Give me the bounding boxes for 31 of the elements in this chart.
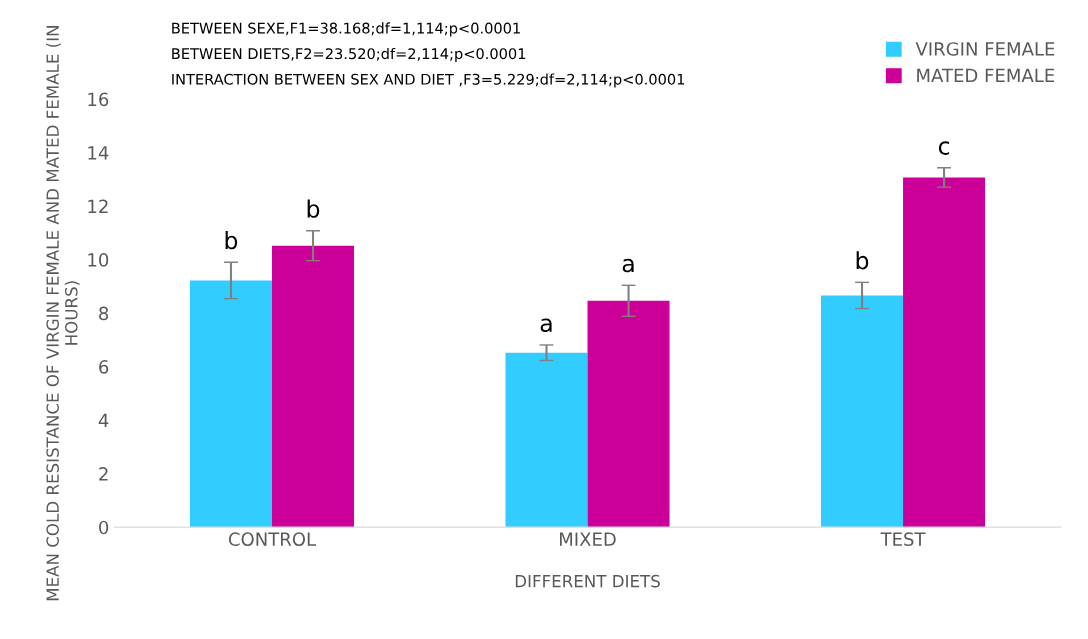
y-tick-label: 12 <box>88 199 108 213</box>
y-axis-title: MEAN COLD RESISTANCE OF VIRGIN FEMALE AND MATED FEMALE (IN HOURS) <box>46 26 80 601</box>
text: BETWEEN DIETS,F2=23.520;df=2,114;p<0.0001 <box>172 47 526 63</box>
y-tick-label: 0 <box>99 520 109 535</box>
data-label: c <box>938 141 950 155</box>
y-tick-label: 6 <box>99 360 109 374</box>
text: BETWEEN SEXE,F1=38.168;df=1,114;p<0.0001 <box>172 22 520 37</box>
data-label: b <box>225 231 238 250</box>
y-tick-label: 2 <box>99 467 108 481</box>
y-tick-label: 10 <box>88 253 109 267</box>
data-label: a <box>622 258 634 273</box>
bar <box>903 177 986 528</box>
y-tick-label: 14 <box>88 146 109 160</box>
x-tick-label: CONTROL <box>228 532 316 547</box>
y-tick-label: 8 <box>99 306 109 321</box>
bar <box>505 352 588 528</box>
x-tick-label: MIXED <box>560 532 616 546</box>
data-label: b <box>856 251 869 270</box>
y-tick-label: 16 <box>88 92 109 107</box>
bar <box>821 295 904 528</box>
legend-label: VIRGIN FEMALE <box>915 42 1055 56</box>
data-label: b <box>307 199 320 218</box>
text: INTERACTION BETWEEN SEX AND DIET ,F3=5.229;df=2,114;p<0.0001 <box>172 73 685 88</box>
x-tick-label: TEST <box>880 532 926 547</box>
x-axis-title: DIFFERENT DIETS <box>515 574 660 588</box>
y-tick-label: 4 <box>98 413 109 427</box>
data-label: a <box>540 318 552 333</box>
bar <box>189 280 272 528</box>
legend-label: MATED FEMALE <box>917 68 1055 83</box>
bar <box>587 300 670 528</box>
bar <box>272 245 355 528</box>
